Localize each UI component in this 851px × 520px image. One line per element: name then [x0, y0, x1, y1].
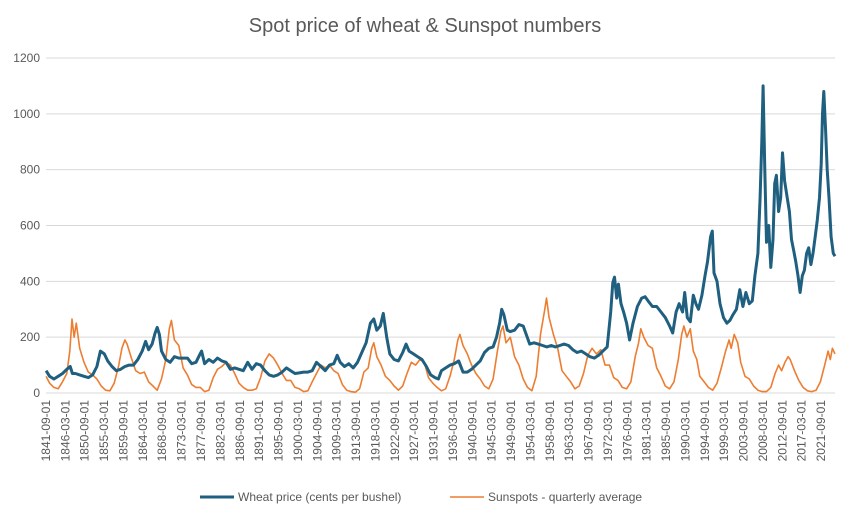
x-tick-label: 2003-09-01: [737, 400, 751, 462]
y-tick-label: 600: [20, 219, 40, 233]
x-tick-label: 1886-09-01: [233, 400, 247, 462]
x-tick-label: 1999-03-01: [717, 400, 731, 462]
x-tick-label: 1891-03-01: [252, 400, 266, 462]
legend: Wheat price (cents per bushel) Sunspots -…: [200, 490, 642, 504]
x-tick-label: 1936-03-01: [446, 400, 460, 462]
x-tick-label: 1981-03-01: [640, 400, 654, 462]
x-tick-label: 1913-09-01: [349, 400, 363, 462]
y-tick-label: 0: [33, 386, 40, 400]
x-tick-label: 1927-03-01: [407, 400, 421, 462]
x-tick-label: 1976-09-01: [620, 400, 634, 462]
x-tick-label: 1922-09-01: [388, 400, 402, 462]
x-tick-label: 1949-09-01: [504, 400, 518, 462]
x-tick-label: 1900-03-01: [291, 400, 305, 462]
x-tick-label: 1841-09-01: [39, 400, 53, 462]
x-tick-label: 1868-09-01: [155, 400, 169, 462]
legend-label: Sunspots - quarterly average: [488, 490, 642, 504]
y-tick-label: 1000: [13, 107, 40, 121]
sunspots-line: [45, 297, 836, 393]
x-tick-label: 1918-03-01: [368, 400, 382, 462]
x-tick-label: 1873-03-01: [175, 400, 189, 462]
x-tick-label: 1985-09-01: [659, 400, 673, 462]
x-tick-label: 1904-09-01: [310, 400, 324, 462]
x-tick-label: 1990-03-01: [678, 400, 692, 462]
x-tick-label: 1882-03-01: [213, 400, 227, 462]
x-tick-label: 1945-03-01: [485, 400, 499, 462]
x-tick-label: 1859-09-01: [116, 400, 130, 462]
x-tick-label: 1963-03-01: [562, 400, 576, 462]
x-tick-label: 1940-09-01: [465, 400, 479, 462]
x-axis-ticks: 1841-09-01 1846-03-01 1850-09-01 1855-03-01…: [39, 400, 828, 462]
x-tick-label: 1855-03-01: [97, 400, 111, 462]
x-tick-label: 1864-03-01: [136, 400, 150, 462]
gridlines: [46, 57, 835, 394]
x-tick-label: 1850-09-01: [78, 400, 92, 462]
x-tick-label: 1994-09-01: [698, 400, 712, 462]
x-tick-label: 1954-03-01: [523, 400, 537, 462]
x-tick-label: 1972-03-01: [601, 400, 615, 462]
x-tick-label: 2012-09-01: [775, 400, 789, 462]
x-tick-label: 2021-09-01: [814, 400, 828, 462]
x-tick-label: 1967-09-01: [582, 400, 596, 462]
y-tick-label: 1200: [13, 51, 40, 65]
x-tick-label: 1909-03-01: [330, 400, 344, 462]
y-axis-ticks: 0 200 400 600 800 1000 1200: [13, 51, 40, 400]
chart-title: Spot price of wheat & Sunspot numbers: [249, 15, 601, 37]
x-tick-label: 1931-09-01: [427, 400, 441, 462]
series-lines: [44, 84, 837, 393]
x-tick-label: 2008-03-01: [756, 400, 770, 462]
x-tick-label: 1846-03-01: [58, 400, 72, 462]
y-tick-label: 400: [20, 274, 40, 288]
y-tick-label: 200: [20, 330, 40, 344]
x-tick-label: 1895-09-01: [272, 400, 286, 462]
x-tick-label: 1958-09-01: [543, 400, 557, 462]
wheat-price-line: [44, 84, 837, 381]
y-tick-label: 800: [20, 163, 40, 177]
legend-label: Wheat price (cents per bushel): [238, 490, 401, 504]
x-tick-label: 2017-03-01: [795, 400, 809, 462]
x-tick-label: 1877-09-01: [194, 400, 208, 462]
